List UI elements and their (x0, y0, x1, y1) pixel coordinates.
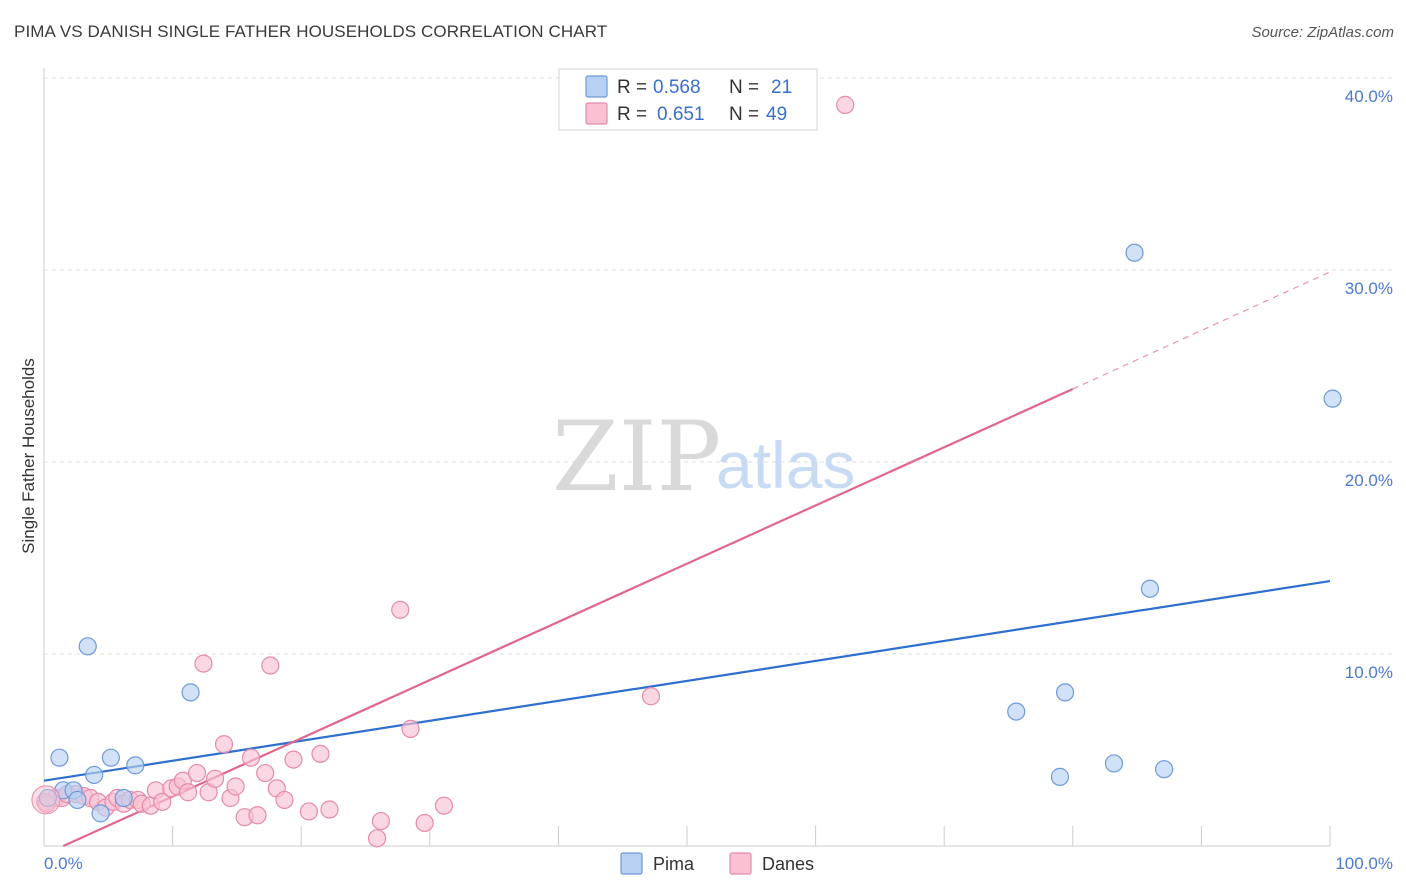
point-danes-35 (275, 790, 294, 810)
point-pima-5 (78, 637, 97, 656)
point-danes-38 (311, 744, 330, 763)
point-danes-39 (320, 800, 339, 819)
bottom-legend-swatch-danes (729, 852, 752, 875)
point-pima-4 (68, 790, 87, 810)
watermark-atlas: atlas (716, 428, 855, 502)
point-pima-15 (1125, 243, 1144, 262)
point-pima-7 (91, 804, 110, 823)
legend-swatch-danes (585, 102, 608, 125)
point-pima-1 (50, 748, 69, 767)
point-pima-11 (181, 683, 200, 702)
bottom-legend-swatch-pima (620, 852, 643, 875)
legend-danes-n-label: N = (729, 104, 759, 125)
point-pima-6 (85, 765, 104, 785)
y-tick-label-0: 10.0% (1345, 663, 1393, 682)
point-danes-40 (367, 829, 387, 848)
watermark: ZIP atlas (552, 401, 855, 513)
point-danes-28 (226, 777, 245, 796)
point-danes-31 (248, 806, 267, 825)
stats-legend: R = 0.568 N = 21 R = 0.651 N = 49 (558, 68, 818, 131)
legend-pima-n-label: N = (729, 77, 759, 98)
point-pima-12 (1007, 702, 1026, 721)
legend-danes-r-value: 0.651 (657, 104, 705, 125)
point-pima-17 (1140, 579, 1160, 598)
x-tick-labels: 0.0% 100.0% (44, 854, 1393, 873)
legend-danes-n-value: 49 (766, 104, 787, 125)
point-danes-42 (391, 600, 410, 619)
point-danes-47 (836, 95, 855, 114)
point-danes-41 (371, 811, 391, 831)
point-danes-cluster (31, 785, 61, 815)
point-danes-32 (256, 763, 275, 783)
legend-pima-r-value: 0.568 (653, 77, 701, 98)
point-danes-23 (194, 654, 213, 673)
y-axis-label: Single Father Households (19, 358, 38, 554)
points-layer (31, 95, 1342, 848)
y-tick-labels: 10.0% 20.0% 30.0% 40.0% (1345, 87, 1393, 682)
point-danes-17 (153, 792, 172, 811)
y-tick-label-3: 40.0% (1345, 87, 1393, 106)
bottom-legend: Pima Danes (620, 852, 814, 875)
point-pima-9 (114, 788, 133, 808)
source-label: Source: ZipAtlas.com (1251, 24, 1394, 41)
legend-danes-r-label: R = (617, 104, 647, 125)
point-danes-26 (214, 735, 234, 754)
point-pima-10 (126, 756, 145, 775)
bottom-legend-danes: Danes (762, 854, 814, 874)
trend-line-danes (62, 388, 1074, 848)
legend-pima-n-value: 21 (771, 77, 792, 98)
point-danes-25 (205, 769, 225, 788)
point-danes-44 (415, 813, 434, 833)
legend-swatch-pima (585, 75, 608, 98)
point-danes-45 (434, 796, 454, 815)
point-danes-46 (641, 687, 661, 706)
point-pima-13 (1050, 767, 1070, 786)
x-tick-label-0: 0.0% (44, 854, 83, 873)
chart-title: PIMA VS DANISH SINGLE FATHER HOUSEHOLDS … (14, 22, 608, 41)
point-danes-33 (261, 656, 280, 675)
point-pima-18 (1155, 760, 1174, 779)
point-pima-16 (1104, 754, 1124, 773)
trend-line-pima (43, 579, 1331, 782)
point-pima-8 (101, 748, 120, 767)
point-pima-14 (1055, 683, 1075, 702)
point-danes-37 (299, 802, 319, 821)
trend-line-danes-extension (1072, 271, 1331, 390)
point-danes-21 (178, 783, 198, 802)
point-danes-22 (187, 763, 207, 783)
trend-layer (43, 271, 1331, 848)
point-danes-43 (401, 719, 420, 738)
watermark-zip: ZIP (552, 401, 721, 513)
y-tick-label-1: 20.0% (1345, 471, 1393, 490)
y-tick-label-2: 30.0% (1345, 279, 1393, 298)
point-danes-30 (241, 748, 261, 767)
x-tick-label-1: 100.0% (1335, 854, 1393, 873)
bottom-legend-pima: Pima (653, 854, 695, 874)
point-danes-36 (284, 750, 303, 769)
legend-pima-r-label: R = (617, 77, 647, 98)
point-pima-19 (1323, 389, 1342, 408)
